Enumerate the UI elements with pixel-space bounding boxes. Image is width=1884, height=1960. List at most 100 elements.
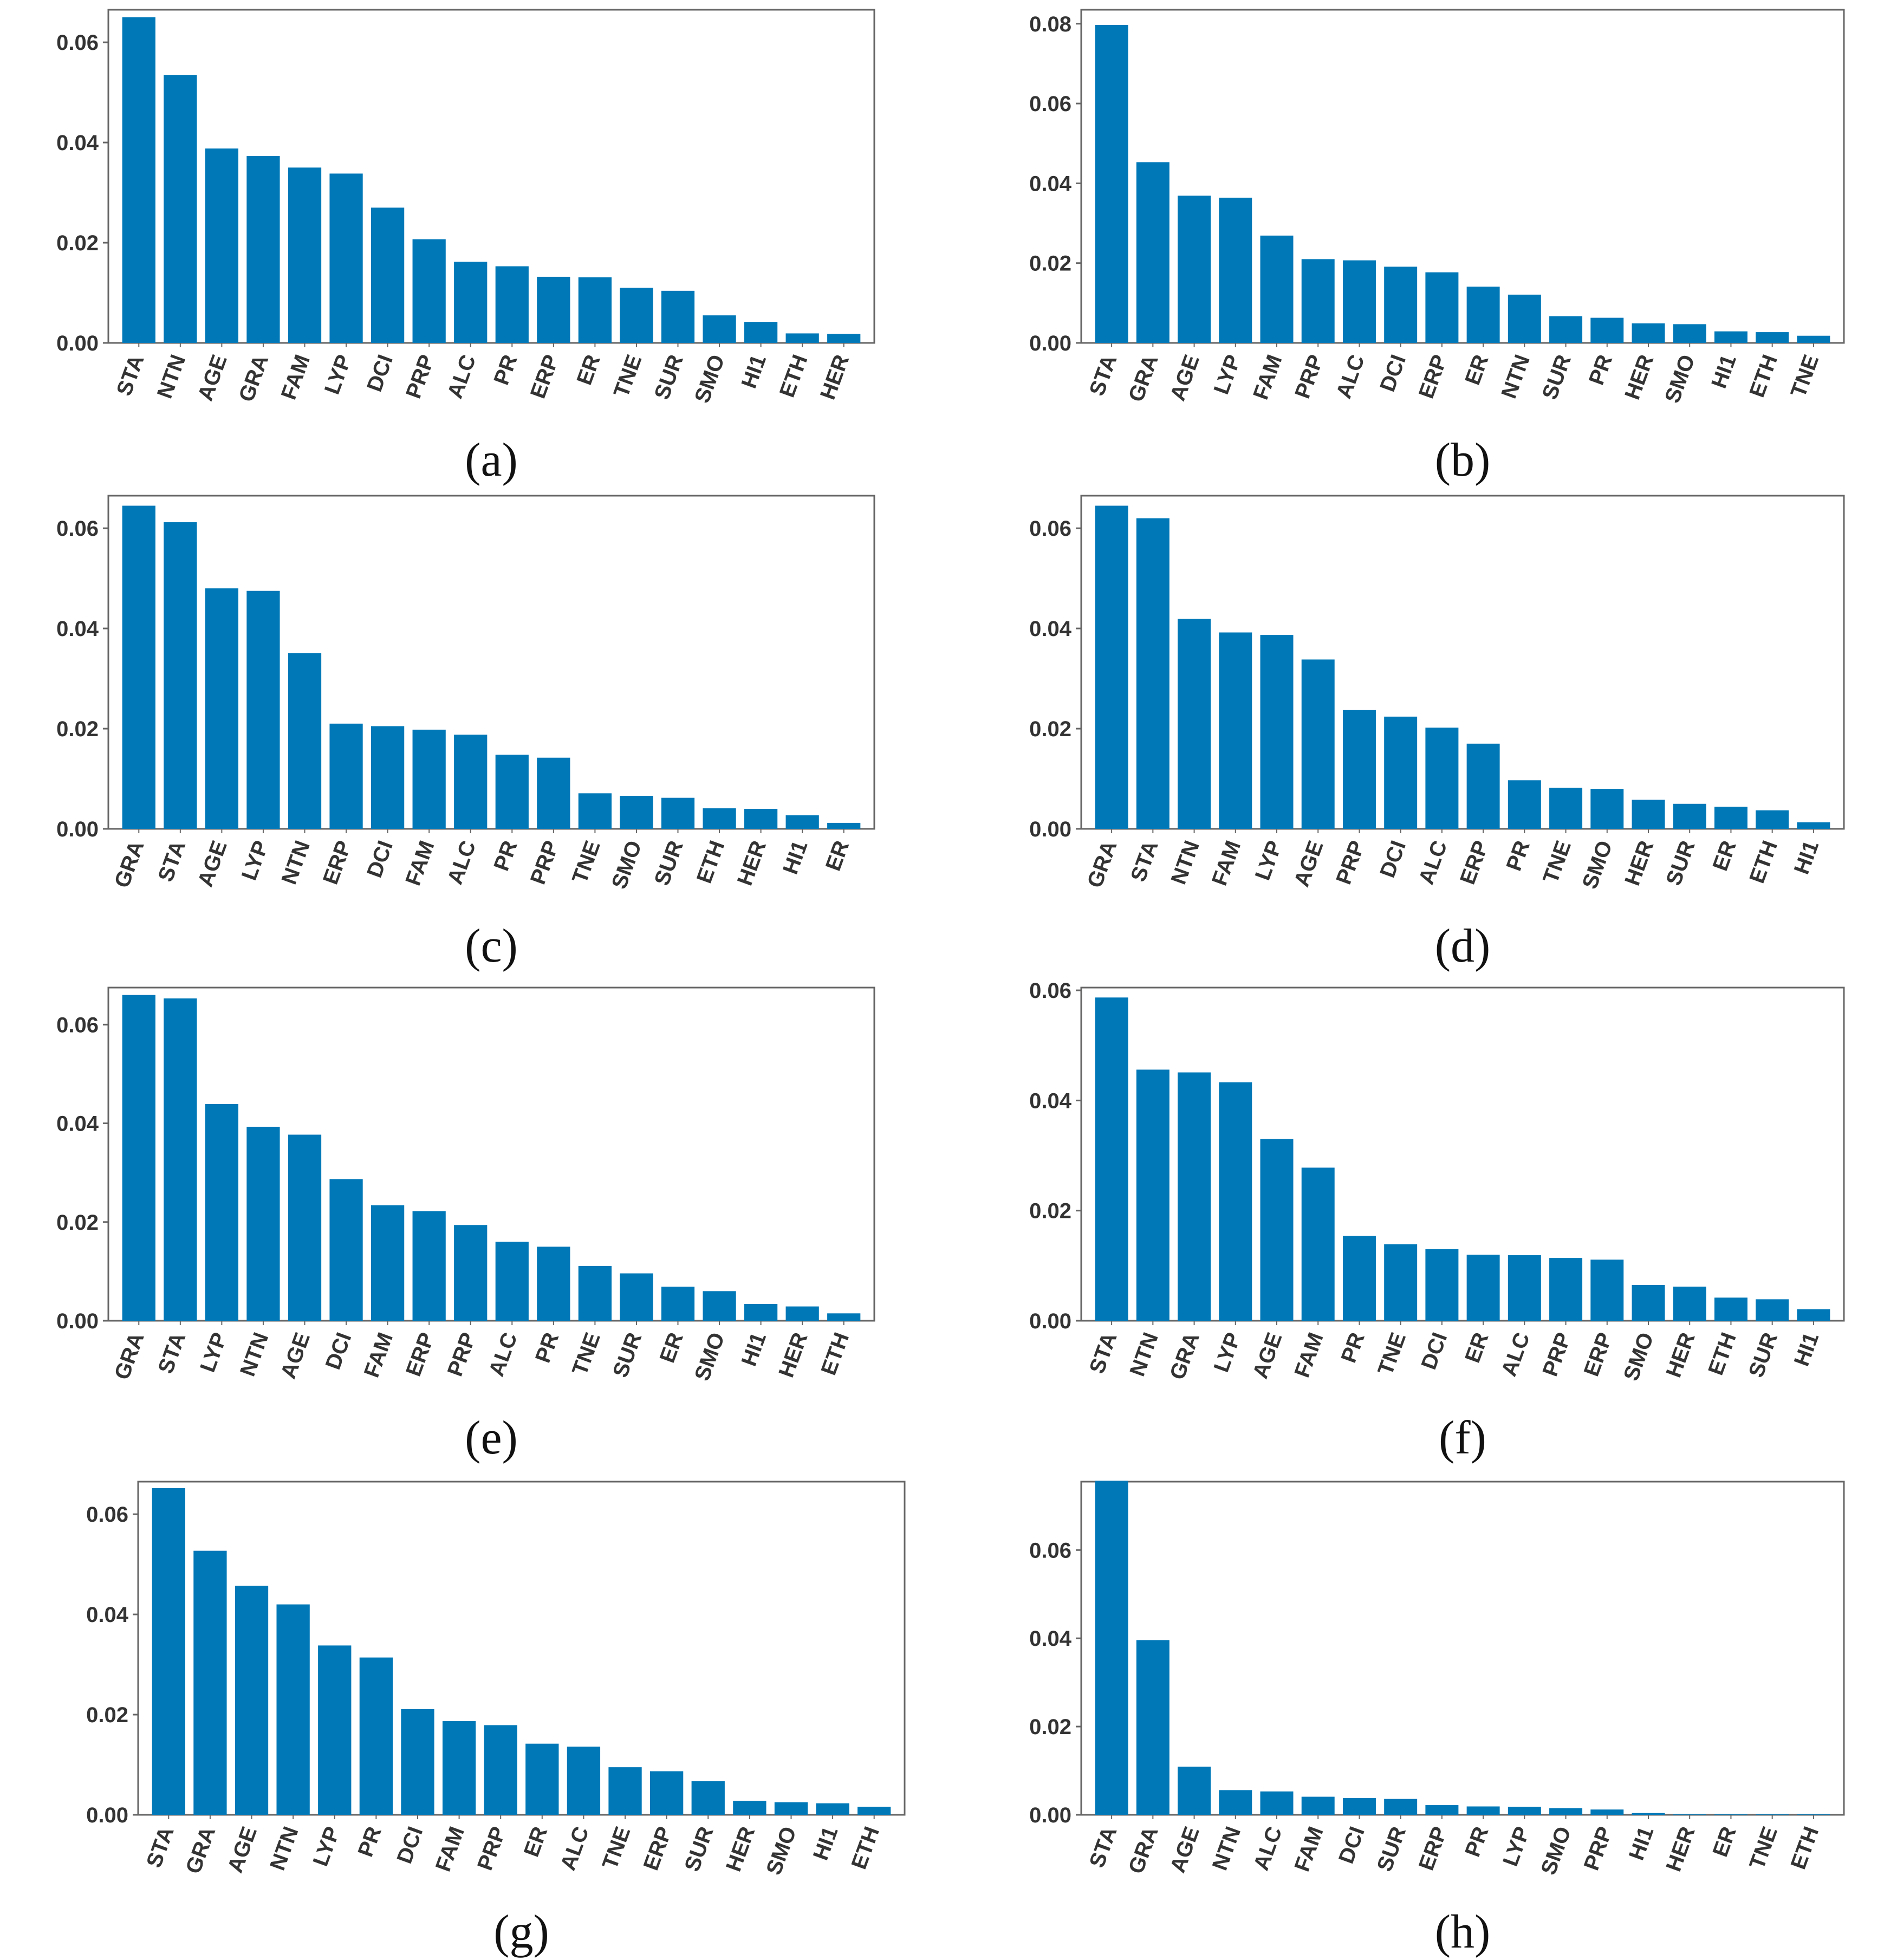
bar-gra: [1095, 505, 1128, 829]
y-tick-label: 0.06: [1029, 517, 1071, 541]
bar-hi1: [1714, 331, 1747, 343]
bar-tne: [578, 1265, 612, 1321]
bar-er: [827, 822, 861, 829]
x-tick-label: GRA: [110, 1329, 149, 1383]
bar-gra: [1136, 162, 1170, 343]
x-tick-label: PRP: [1580, 1823, 1617, 1873]
y-tick-label: 0.02: [1029, 1715, 1071, 1739]
bar-alc: [1425, 728, 1459, 829]
x-tick-label: AGE: [223, 1823, 262, 1876]
x-tick-label: HI1: [1625, 1823, 1659, 1864]
bar-eth: [857, 1807, 891, 1815]
x-tick-label: PR: [489, 352, 522, 388]
x-tick-label: FAM: [360, 1329, 398, 1380]
x-tick-label: SMO: [762, 1823, 801, 1878]
bar-alc: [495, 1242, 529, 1321]
bar-erp: [1425, 1805, 1459, 1815]
bar-fam: [1301, 1796, 1335, 1815]
bar-tne: [608, 1767, 642, 1815]
bar-her: [827, 334, 861, 343]
x-tick-label: GRA: [181, 1823, 220, 1877]
x-tick-label: PR: [1460, 1823, 1493, 1860]
x-tick-label: ER: [821, 838, 854, 874]
y-tick-label: 0.02: [1029, 252, 1071, 276]
panel-label: (g): [493, 1906, 549, 1958]
x-tick-label: HER: [1661, 1823, 1699, 1875]
x-tick-label: ETH: [1745, 838, 1782, 886]
x-tick-label: PR: [1337, 1329, 1369, 1366]
x-tick-label: SMO: [1660, 352, 1700, 406]
x-tick-label: LYP: [1498, 1823, 1535, 1870]
x-tick-label: AGE: [1248, 1329, 1287, 1382]
bar-sta: [164, 522, 197, 829]
x-tick-label: DCI: [1417, 1329, 1452, 1373]
bar-hi1: [1797, 1309, 1830, 1321]
x-tick-label: GRA: [1124, 352, 1163, 405]
x-tick-label: LYP: [1210, 1329, 1246, 1375]
bar-alc: [454, 735, 488, 829]
x-tick-label: ERP: [526, 352, 563, 401]
bar-smo: [703, 1291, 736, 1321]
axes-frame: [107, 495, 875, 830]
bar-er: [1466, 1255, 1500, 1321]
bar-smo: [1590, 789, 1624, 829]
y-tick-label: 0.06: [1029, 92, 1071, 116]
chart-panel-4: 0.00 0.02 0.04 0.06 GRA STA NTN FAM LYP AGE PRP DCI…: [1029, 495, 1845, 972]
x-tick-label: SUR: [1538, 352, 1576, 403]
bar-lyp: [1219, 1082, 1252, 1321]
bar-pr: [359, 1657, 393, 1815]
chart-panel-6: 0.00 0.02 0.04 0.06 STA NTN GRA LYP AGE FAM PR TNE D…: [1029, 979, 1845, 1464]
x-tick-label: FAM: [1290, 1329, 1328, 1380]
x-tick-label: ALC: [443, 838, 480, 887]
x-tick-label: GRA: [1165, 1329, 1204, 1383]
x-tick-label: HER: [1620, 838, 1658, 889]
panel-label: (b): [1435, 434, 1491, 486]
bar-smo: [1673, 324, 1706, 343]
x-tick-label: HI1: [737, 352, 771, 392]
x-tick-label: ALC: [556, 1823, 593, 1873]
bar-eth: [785, 333, 819, 343]
x-tick-label: ETH: [775, 352, 813, 400]
bar-ntn: [1178, 619, 1211, 829]
bar-erp: [649, 1771, 684, 1815]
bar-alc: [567, 1747, 601, 1815]
bar-dci: [371, 207, 405, 343]
panel-label: (e): [465, 1412, 518, 1464]
x-tick-label: HER: [816, 352, 854, 403]
bar-her: [1632, 800, 1665, 829]
bar-age: [235, 1586, 269, 1815]
bar-fam: [1260, 235, 1294, 343]
y-tick-label: 0.04: [56, 617, 99, 641]
bar-gra: [122, 995, 155, 1321]
bar-her: [744, 809, 778, 829]
bar-her: [1673, 1814, 1706, 1815]
x-tick-label: PR: [531, 1329, 563, 1366]
x-tick-label: HER: [1661, 1329, 1699, 1381]
bar-hi1: [785, 815, 819, 829]
x-tick-label: TNE: [568, 1329, 605, 1378]
x-tick-label: ER: [1460, 1329, 1493, 1366]
bar-erp: [1425, 272, 1459, 343]
y-tick-label: 0.04: [1029, 1627, 1072, 1651]
x-tick-label: HI1: [1790, 838, 1824, 878]
bar-lyp: [1260, 635, 1294, 829]
x-tick-label: STA: [1085, 1823, 1122, 1871]
bar-er: [661, 1287, 695, 1321]
bar-her: [785, 1306, 819, 1321]
chart-panel-2: 0.00 0.02 0.04 0.06 0.08 STA GRA AGE LYP FAM PRP AL…: [1029, 9, 1845, 486]
bar-hi1: [816, 1803, 849, 1815]
bar-dci: [371, 726, 405, 829]
y-tick-label: 0.00: [56, 332, 99, 355]
x-tick-label: TNE: [568, 838, 605, 886]
bar-hi1: [744, 1304, 778, 1321]
y-tick-label: 0.06: [56, 517, 99, 541]
x-tick-label: TNE: [1786, 352, 1824, 400]
bar-sur: [1756, 1299, 1789, 1321]
x-tick-label: PR: [489, 838, 522, 874]
panel-label: (d): [1435, 920, 1491, 972]
x-tick-label: SMO: [1578, 838, 1617, 892]
x-tick-label: NTN: [1167, 838, 1204, 887]
y-tick-label: 0.02: [56, 1211, 99, 1235]
